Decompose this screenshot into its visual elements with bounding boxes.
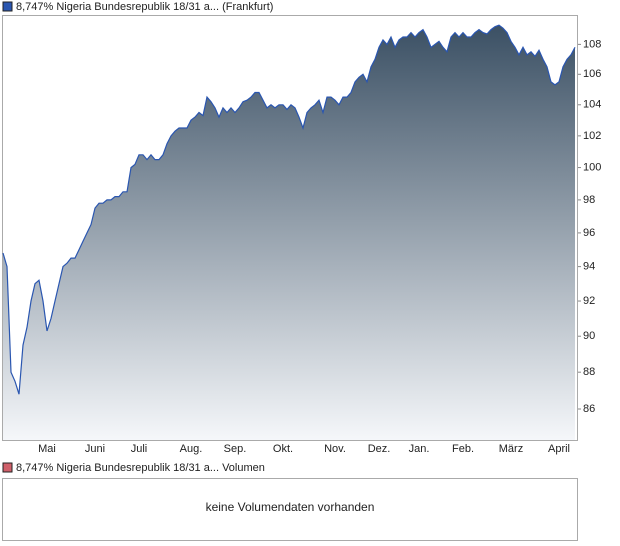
volume-frame — [2, 478, 578, 541]
x-tick-label: Juli — [131, 443, 148, 455]
y-tick-label: 92 — [583, 295, 595, 307]
x-tick-label: Aug. — [180, 443, 203, 455]
y-tick-label: 104 — [583, 99, 601, 111]
y-tick-label: 108 — [583, 38, 601, 50]
x-tick-label: Feb. — [452, 443, 474, 455]
legend-swatch — [2, 462, 13, 473]
no-data-message: keine Volumendaten vorhanden — [206, 500, 375, 514]
y-tick-label: 98 — [583, 194, 595, 206]
y-tick-label: 94 — [583, 261, 595, 273]
x-tick-label: April — [548, 443, 570, 455]
legend-label: 8,747% Nigeria Bundesrepublik 18/31 a...… — [16, 1, 273, 13]
x-tick-label: Jan. — [409, 443, 430, 455]
legend-label: 8,747% Nigeria Bundesrepublik 18/31 a...… — [16, 462, 265, 474]
x-tick-label: Sep. — [224, 443, 247, 455]
y-tick-label: 88 — [583, 366, 595, 378]
y-tick-label: 100 — [583, 161, 601, 173]
legend-swatch — [2, 1, 13, 12]
y-tick-label: 102 — [583, 130, 601, 142]
plot-frame — [2, 15, 578, 441]
x-tick-label: März — [499, 443, 523, 455]
x-tick-label: Okt. — [273, 443, 293, 455]
y-tick-label: 96 — [583, 227, 595, 239]
y-tick-label: 106 — [583, 68, 601, 80]
area-fill — [3, 25, 575, 440]
x-tick-label: Mai — [38, 443, 56, 455]
x-tick-label: Dez. — [368, 443, 391, 455]
x-tick-label: Nov. — [324, 443, 346, 455]
y-tick-label: 86 — [583, 403, 595, 415]
price-line — [2, 24, 576, 395]
x-tick-label: Juni — [85, 443, 105, 455]
y-tick-label: 90 — [583, 330, 595, 342]
